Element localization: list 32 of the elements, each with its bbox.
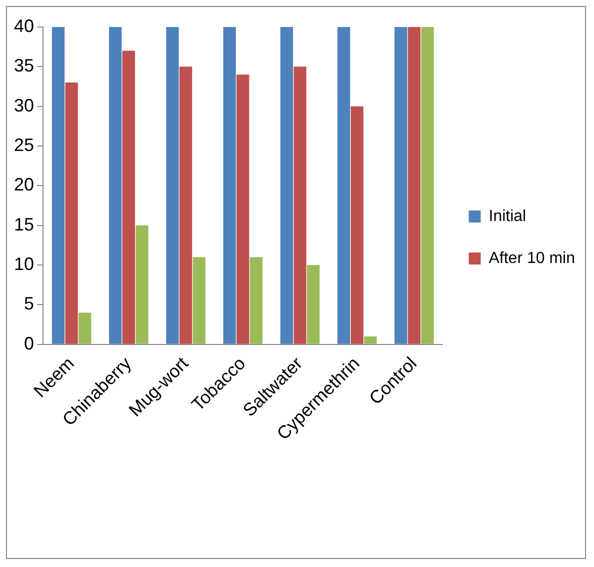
bar xyxy=(350,106,364,344)
y-tick-label: 25 xyxy=(14,134,34,155)
y-tick-label: 0 xyxy=(24,333,34,354)
legend-label: Initial xyxy=(488,208,526,225)
bar xyxy=(122,50,136,344)
y-tick-label: 15 xyxy=(14,214,34,234)
bar xyxy=(394,27,408,344)
bar xyxy=(78,312,92,344)
legend-label: After 10 min xyxy=(488,250,576,267)
bar xyxy=(192,257,206,344)
bar xyxy=(52,27,65,344)
bar xyxy=(306,265,320,344)
bar xyxy=(65,82,78,344)
bar xyxy=(294,66,306,344)
y-tick-label: 20 xyxy=(14,174,34,195)
bar xyxy=(364,336,377,344)
bar xyxy=(236,74,250,344)
bar xyxy=(136,225,148,344)
y-tick-label: 35 xyxy=(14,56,34,76)
bar xyxy=(223,27,236,344)
y-tick-label: 30 xyxy=(14,95,34,116)
bar xyxy=(421,27,434,344)
y-tick-label: 5 xyxy=(24,294,34,314)
bar xyxy=(179,66,192,344)
bar xyxy=(408,27,421,344)
bar xyxy=(250,257,263,344)
bar xyxy=(109,27,122,344)
bar xyxy=(337,27,350,344)
bar xyxy=(166,27,179,344)
bar xyxy=(280,27,293,344)
y-tick-label: 40 xyxy=(14,16,34,36)
y-tick-label: 10 xyxy=(14,254,34,274)
